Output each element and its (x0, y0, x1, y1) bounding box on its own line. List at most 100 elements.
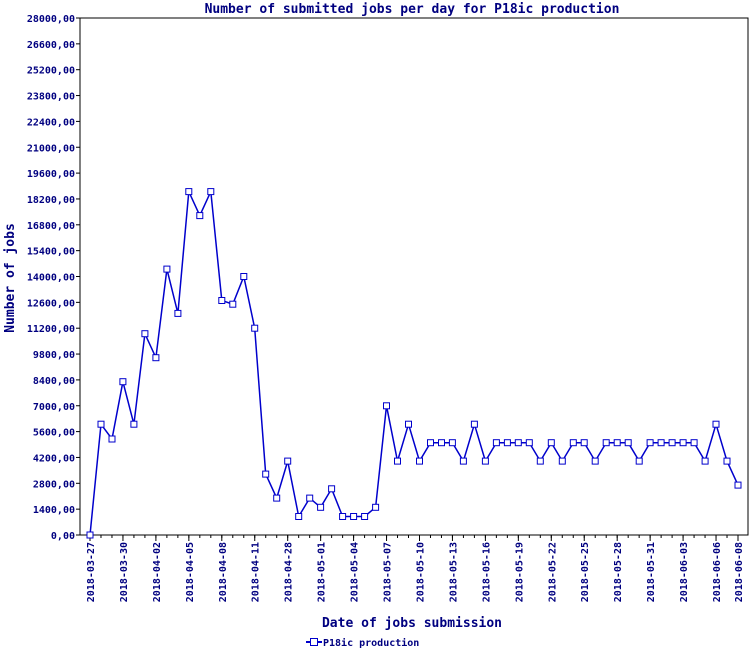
y-tick-label: 12600,00 (27, 298, 75, 309)
data-point (229, 300, 237, 308)
data-point (712, 420, 720, 428)
data-point (514, 439, 522, 447)
data-point (207, 188, 215, 196)
plot-area (79, 17, 749, 536)
x-tick-label: 2018-04-11 (251, 542, 262, 602)
data-point (525, 439, 533, 447)
data-point (361, 513, 369, 520)
data-point (240, 273, 248, 280)
y-tick-label: 1400,00 (33, 505, 75, 516)
x-tick-label: 2018-05-07 (383, 542, 394, 602)
data-point (97, 420, 105, 428)
data-point (569, 439, 577, 447)
y-tick-label: 25200,00 (27, 66, 75, 77)
data-point (558, 457, 566, 465)
data-point (448, 439, 456, 447)
y-tick-label: 14000,00 (27, 273, 75, 284)
data-point (690, 439, 698, 447)
data-point (152, 354, 160, 362)
data-point (427, 439, 434, 447)
data-point (119, 378, 127, 386)
data-point (306, 494, 314, 502)
data-point (679, 439, 687, 447)
legend-label: P18ic production (323, 637, 419, 649)
data-point (668, 439, 676, 447)
data-point (646, 439, 654, 447)
data-point (130, 420, 138, 428)
data-point (481, 457, 489, 465)
y-tick-label: 11200,00 (27, 324, 75, 335)
y-tick-label: 2800,00 (33, 479, 75, 490)
series-layer (86, 188, 742, 539)
data-point (163, 265, 171, 273)
y-tick-label: 15400,00 (27, 247, 75, 258)
x-tick-label: 2018-03-27 (86, 542, 97, 602)
data-point (141, 330, 149, 338)
data-point (328, 485, 336, 493)
y-tick-label: 5600,00 (33, 428, 75, 439)
data-point (503, 439, 511, 447)
data-point (262, 470, 270, 478)
data-point (723, 457, 731, 465)
x-tick-label: 2018-04-08 (218, 542, 229, 602)
data-point (701, 457, 709, 465)
data-point (602, 439, 610, 447)
x-tick-label: 2018-05-22 (547, 542, 558, 602)
data-point (251, 324, 259, 332)
y-tick-label: 0,00 (51, 531, 75, 542)
data-point (174, 309, 182, 317)
x-tick-label: 2018-05-16 (481, 542, 492, 602)
data-point (394, 457, 401, 465)
y-axis: 0,00 1400,00 2800,00 4200,00 5600,00 7000,00 8… (27, 14, 80, 542)
x-tick-label: 2018-04-28 (284, 542, 295, 602)
x-tick-label: 2018-06-06 (712, 542, 723, 602)
x-tick-label: 2018-04-05 (185, 542, 196, 602)
x-tick-label: 2018-05-10 (415, 542, 426, 602)
data-point (536, 457, 544, 465)
data-point (624, 439, 632, 447)
y-tick-label: 8400,00 (33, 376, 75, 387)
x-tick-label: 2018-05-04 (350, 542, 361, 602)
y-tick-label: 18200,00 (27, 195, 75, 206)
data-point (580, 439, 588, 447)
x-tick-label: 2018-05-01 (317, 542, 328, 602)
chart-title: Number of submitted jobs per day for P18… (205, 2, 620, 17)
data-point (438, 439, 445, 447)
data-point (383, 402, 390, 410)
y-tick-label: 28000,00 (27, 14, 75, 25)
data-point (635, 457, 643, 465)
data-point (218, 297, 226, 304)
y-tick-label: 21000,00 (27, 143, 75, 154)
data-point (613, 439, 621, 447)
y-tick-label: 19600,00 (27, 169, 75, 180)
data-point (405, 420, 412, 428)
x-axis: 2018-03-27 2018-03-30 2018-04-02 2018-04-05… (86, 535, 745, 602)
legend-marker (310, 638, 318, 646)
data-point (86, 531, 94, 539)
x-tick-label: 2018-04-02 (152, 542, 163, 602)
x-tick-label: 2018-05-31 (646, 542, 657, 602)
y-tick-label: 26600,00 (27, 40, 75, 51)
data-point (295, 513, 303, 520)
data-point (273, 494, 281, 502)
x-tick-label: 2018-05-19 (514, 542, 525, 602)
data-point (185, 188, 193, 196)
data-point (108, 435, 116, 443)
x-tick-label: 2018-06-08 (734, 542, 745, 602)
y-tick-label: 22400,00 (27, 117, 75, 128)
data-point (657, 439, 665, 447)
x-tick-label: 2018-05-25 (580, 542, 591, 602)
data-point (492, 439, 500, 447)
data-point (196, 212, 204, 220)
data-point (459, 457, 467, 465)
y-tick-label: 16800,00 (27, 221, 75, 232)
data-point (547, 439, 555, 447)
data-point (350, 513, 358, 520)
x-tick-label: 2018-06-03 (679, 542, 690, 602)
data-point (416, 457, 423, 465)
data-point (339, 513, 347, 520)
y-tick-label: 23800,00 (27, 92, 75, 103)
data-point (372, 503, 380, 511)
y-tick-label: 9800,00 (33, 350, 75, 361)
x-tick-label: 2018-05-28 (613, 542, 624, 602)
